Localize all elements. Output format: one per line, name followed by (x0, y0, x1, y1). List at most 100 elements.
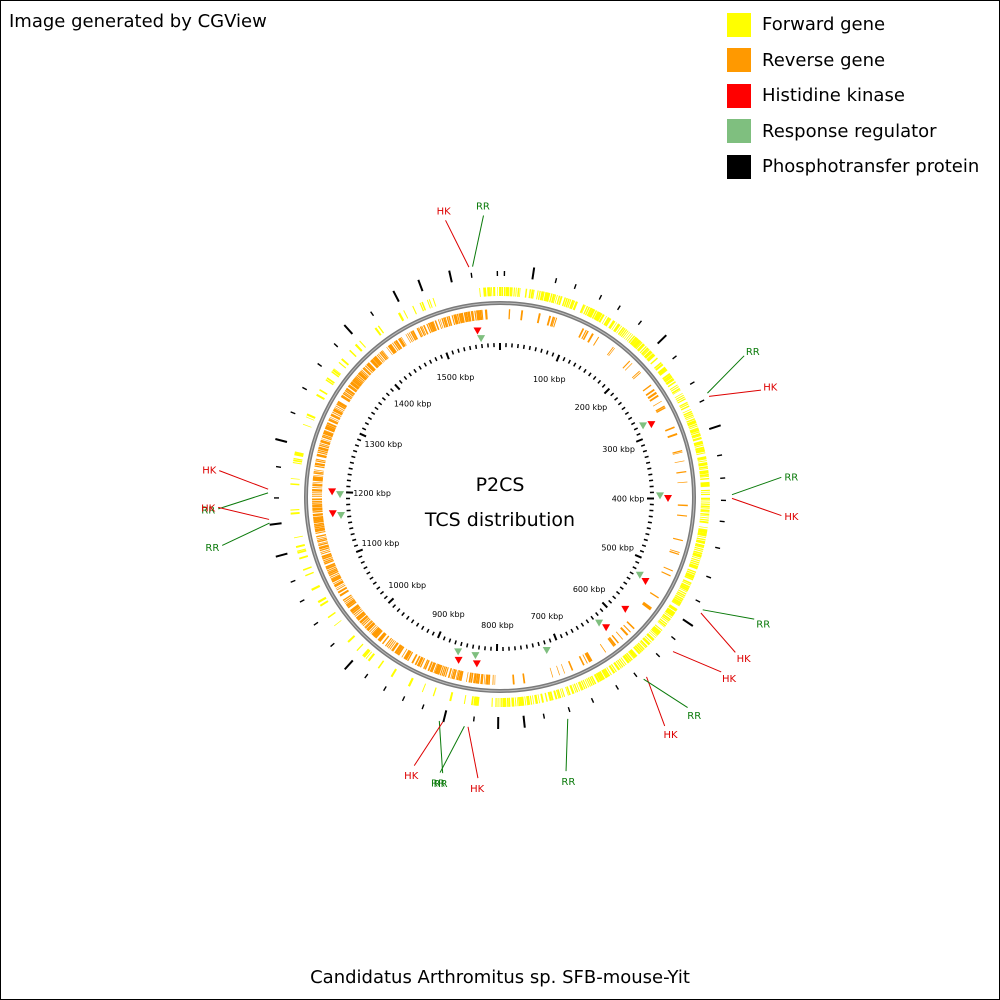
legend-item: Response regulator (727, 114, 979, 150)
scale-tick (641, 544, 647, 548)
reverse-gene (321, 552, 332, 559)
forward-gene (608, 665, 616, 674)
reverse-gene (315, 531, 326, 534)
forward-gene (311, 584, 321, 591)
leader-line (731, 476, 782, 496)
forward-gene (608, 320, 615, 329)
forward-gene (587, 677, 593, 686)
reverse-gene (429, 662, 435, 672)
reverse-gene (677, 514, 688, 517)
scale-tick (361, 427, 367, 431)
forward-gene (667, 381, 676, 388)
reverse-gene (584, 652, 591, 663)
leader-line (221, 522, 270, 546)
reverse-gene (430, 662, 437, 673)
reverse-gene (371, 358, 380, 368)
reverse-gene (426, 323, 432, 334)
forward-gene (642, 638, 650, 646)
reverse-gene (431, 321, 437, 332)
reverse-gene (312, 492, 323, 494)
outer-tick (383, 686, 387, 692)
outer-tick (275, 438, 288, 443)
backbone-ring-highlight (305, 302, 695, 692)
reverse-gene (355, 611, 364, 619)
reverse-gene (322, 434, 333, 439)
forward-gene (567, 299, 572, 308)
hk-marker (647, 421, 656, 429)
scale-tick (357, 438, 362, 442)
scale-tick (570, 628, 574, 633)
forward-gene (697, 533, 707, 537)
forward-gene (549, 293, 553, 303)
forward-gene (684, 414, 694, 420)
forward-gene (691, 557, 701, 562)
reverse-gene (316, 453, 327, 457)
reverse-gene (338, 400, 348, 407)
reverse-gene (664, 426, 675, 432)
forward-gene (662, 372, 671, 380)
reverse-gene (372, 357, 381, 367)
scale-tick (590, 615, 595, 620)
forward-gene (699, 516, 709, 519)
hk-marker (472, 660, 481, 668)
reverse-gene (312, 494, 323, 496)
scale-tick (645, 532, 650, 536)
forward-gene (640, 639, 648, 648)
reverse-gene (353, 608, 362, 616)
forward-gene (572, 684, 577, 693)
scale-tick (552, 633, 558, 641)
outer-tick-track (269, 267, 726, 730)
reverse-gene (470, 672, 474, 683)
forward-gene (690, 559, 700, 564)
forward-gene (699, 467, 709, 471)
forward-gene (316, 393, 325, 400)
forward-gene (646, 633, 655, 641)
forward-gene (636, 343, 645, 352)
reverse-gene (453, 314, 458, 325)
forward-gene (338, 361, 347, 369)
forward-gene (642, 637, 651, 646)
forward-gene (566, 686, 571, 696)
scale-tick (445, 352, 450, 360)
forward-gene (669, 384, 678, 391)
forward-gene (511, 287, 513, 297)
forward-gene (586, 307, 593, 317)
reverse-gene (384, 637, 392, 647)
forward-gene (499, 287, 501, 297)
forward-gene (625, 332, 632, 341)
forward-gene (295, 543, 306, 549)
forward-gene (688, 423, 698, 429)
forward-gene (341, 358, 350, 366)
forward-gene (515, 287, 517, 297)
scale-tick (595, 612, 599, 617)
forward-gene (698, 464, 708, 467)
reverse-gene (479, 309, 483, 321)
forward-gene (700, 505, 710, 508)
forward-gene (689, 563, 699, 569)
reverse-gene (439, 665, 444, 676)
forward-gene (561, 297, 567, 307)
forward-gene (633, 646, 641, 655)
reverse-gene (536, 313, 541, 324)
hk-label: HK (201, 504, 216, 515)
forward-gene (377, 660, 385, 669)
forward-gene (694, 444, 704, 448)
scale-tick (635, 560, 640, 564)
forward-gene (698, 465, 708, 469)
forward-gene (647, 354, 656, 362)
reverse-gene (335, 583, 345, 589)
forward-gene (596, 312, 603, 322)
scale-label: 1200 kbp (353, 489, 391, 498)
reverse-gene (316, 536, 327, 540)
forward-gene (631, 337, 639, 347)
forward-gene (697, 535, 707, 539)
forward-gene (694, 442, 704, 447)
forward-gene (577, 682, 582, 691)
scale-label: 700 kbp (531, 612, 564, 621)
forward-gene (489, 287, 492, 297)
reverse-gene (350, 381, 360, 389)
scale-tick (612, 595, 617, 600)
reverse-gene (645, 388, 655, 397)
forward-gene (662, 613, 671, 621)
reverse-gene (318, 544, 329, 548)
